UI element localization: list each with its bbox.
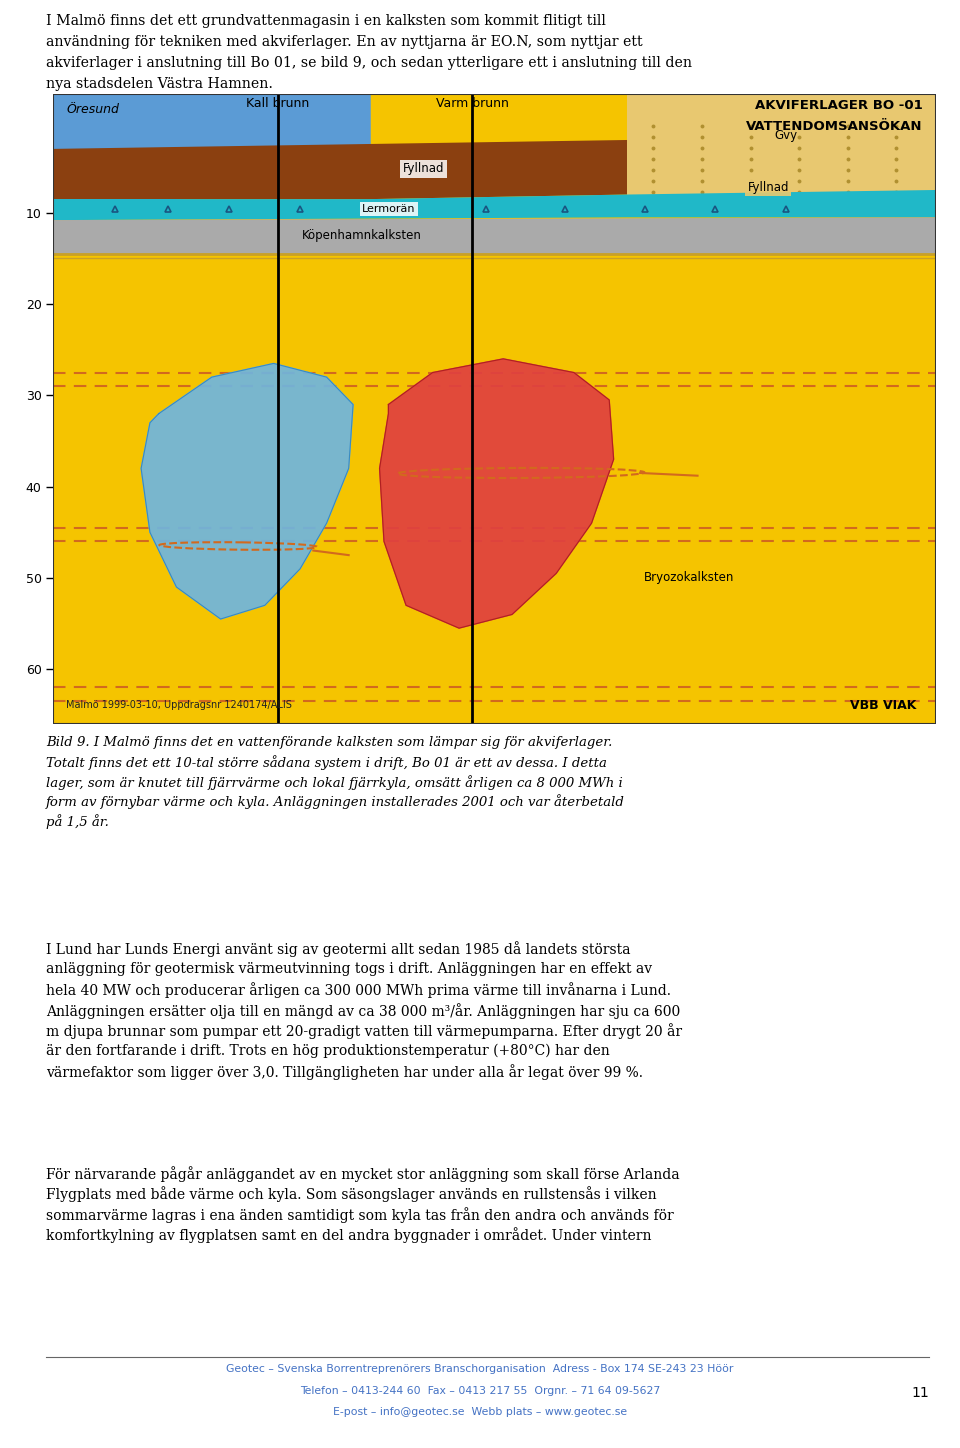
Text: Lermorän: Lermorän	[362, 204, 416, 214]
Polygon shape	[53, 94, 371, 209]
Text: akviferlager i anslutning till Bo 01, se bild 9, och sedan ytterligare ett i ans: akviferlager i anslutning till Bo 01, se…	[46, 56, 692, 71]
Text: Totalt finns det ett 10-tal större sådana system i drift, Bo 01 är ett av dessa.: Totalt finns det ett 10-tal större sådan…	[46, 756, 607, 770]
Polygon shape	[141, 363, 353, 620]
Text: 11: 11	[912, 1386, 929, 1400]
Text: lager, som är knutet till fjärrvärme och lokal fjärrkyla, omsätt årligen ca 8 00: lager, som är knutet till fjärrvärme och…	[46, 775, 623, 789]
Text: nya stadsdelen Västra Hamnen.: nya stadsdelen Västra Hamnen.	[46, 78, 273, 91]
Text: komfortkylning av flygplatsen samt en del andra byggnader i området. Under vinte: komfortkylning av flygplatsen samt en de…	[46, 1228, 652, 1244]
Text: VATTENDOMSANSÖKAN: VATTENDOMSANSÖKAN	[746, 120, 923, 133]
Polygon shape	[379, 359, 613, 628]
Text: E-post – info@geotec.se  Webb plats – www.geotec.se: E-post – info@geotec.se Webb plats – www…	[333, 1407, 627, 1418]
Text: Geotec – Svenska Borrentreprenörers Branschorganisation  Adress - Box 174 SE-243: Geotec – Svenska Borrentreprenörers Bran…	[227, 1364, 733, 1374]
Text: Kall brunn: Kall brunn	[247, 97, 310, 110]
Text: AKVIFERLAGER BO -01: AKVIFERLAGER BO -01	[755, 98, 923, 111]
Text: Telefon – 0413-244 60  Fax – 0413 217 55  Orgnr. – 71 64 09-5627: Telefon – 0413-244 60 Fax – 0413 217 55 …	[300, 1386, 660, 1396]
Text: Bryozokalksten: Bryozokalksten	[643, 572, 733, 585]
Text: Flygplats med både värme och kyla. Som säsongslager används en rullstensås i vil: Flygplats med både värme och kyla. Som s…	[46, 1186, 657, 1202]
Polygon shape	[53, 190, 936, 220]
Text: form av förnybar värme och kyla. Anläggningen installerades 2001 och var återbet: form av förnybar värme och kyla. Anläggn…	[46, 794, 625, 809]
Text: sommarvärme lagras i ena änden samtidigt som kyla tas från den andra och används: sommarvärme lagras i ena änden samtidigt…	[46, 1206, 674, 1222]
Text: I Lund har Lunds Energi använt sig av geotermi allt sedan 1985 då landets störst: I Lund har Lunds Energi använt sig av ge…	[46, 941, 631, 957]
Text: Varm brunn: Varm brunn	[436, 97, 509, 110]
Text: användning för tekniken med akviferlager. En av nyttjarna är EO.N, som nyttjar e: användning för tekniken med akviferlager…	[46, 35, 642, 49]
Polygon shape	[627, 94, 936, 194]
Text: Malmö 1999-03-10, Uppdragsnr 1240174/ALIS: Malmö 1999-03-10, Uppdragsnr 1240174/ALI…	[66, 701, 292, 711]
Text: VBB VIAK: VBB VIAK	[850, 699, 916, 712]
Text: värmefaktor som ligger över 3,0. Tillgängligheten har under alla år legat över 9: värmefaktor som ligger över 3,0. Tillgän…	[46, 1064, 643, 1080]
Text: För närvarande pågår anläggandet av en mycket stor anläggning som skall förse Ar: För närvarande pågår anläggandet av en m…	[46, 1166, 680, 1182]
Text: Fyllnad: Fyllnad	[403, 162, 444, 175]
Polygon shape	[53, 135, 936, 198]
Text: på 1,5 år.: på 1,5 år.	[46, 814, 108, 828]
Text: Köpenhamnkalksten: Köpenhamnkalksten	[302, 229, 421, 242]
Text: Fyllnad: Fyllnad	[748, 181, 789, 194]
Text: Öresund: Öresund	[66, 103, 119, 116]
Text: hela 40 MW och producerar årligen ca 300 000 MWh prima värme till invånarna i Lu: hela 40 MW och producerar årligen ca 300…	[46, 982, 671, 998]
Polygon shape	[53, 217, 936, 253]
Text: m djupa brunnar som pumpar ett 20-gradigt vatten till värmepumparna. Efter drygt: m djupa brunnar som pumpar ett 20-gradig…	[46, 1024, 683, 1040]
Text: är den fortfarande i drift. Trots en hög produktionstemperatur (+80°C) har den: är den fortfarande i drift. Trots en hög…	[46, 1044, 610, 1058]
Text: anläggning för geotermisk värmeutvinning togs i drift. Anläggningen har en effek: anläggning för geotermisk värmeutvinning…	[46, 961, 652, 976]
Text: Gvy: Gvy	[775, 129, 798, 142]
Text: I Malmö finns det ett grundvattenmagasin i en kalksten som kommit flitigt till: I Malmö finns det ett grundvattenmagasin…	[46, 14, 606, 29]
Text: Bild 9. I Malmö finns det en vattenförande kalksten som lämpar sig för akviferla: Bild 9. I Malmö finns det en vattenföran…	[46, 736, 612, 749]
Text: Anläggningen ersätter olja till en mängd av ca 38 000 m³/år. Anläggningen har sj: Anläggningen ersätter olja till en mängd…	[46, 1003, 681, 1019]
